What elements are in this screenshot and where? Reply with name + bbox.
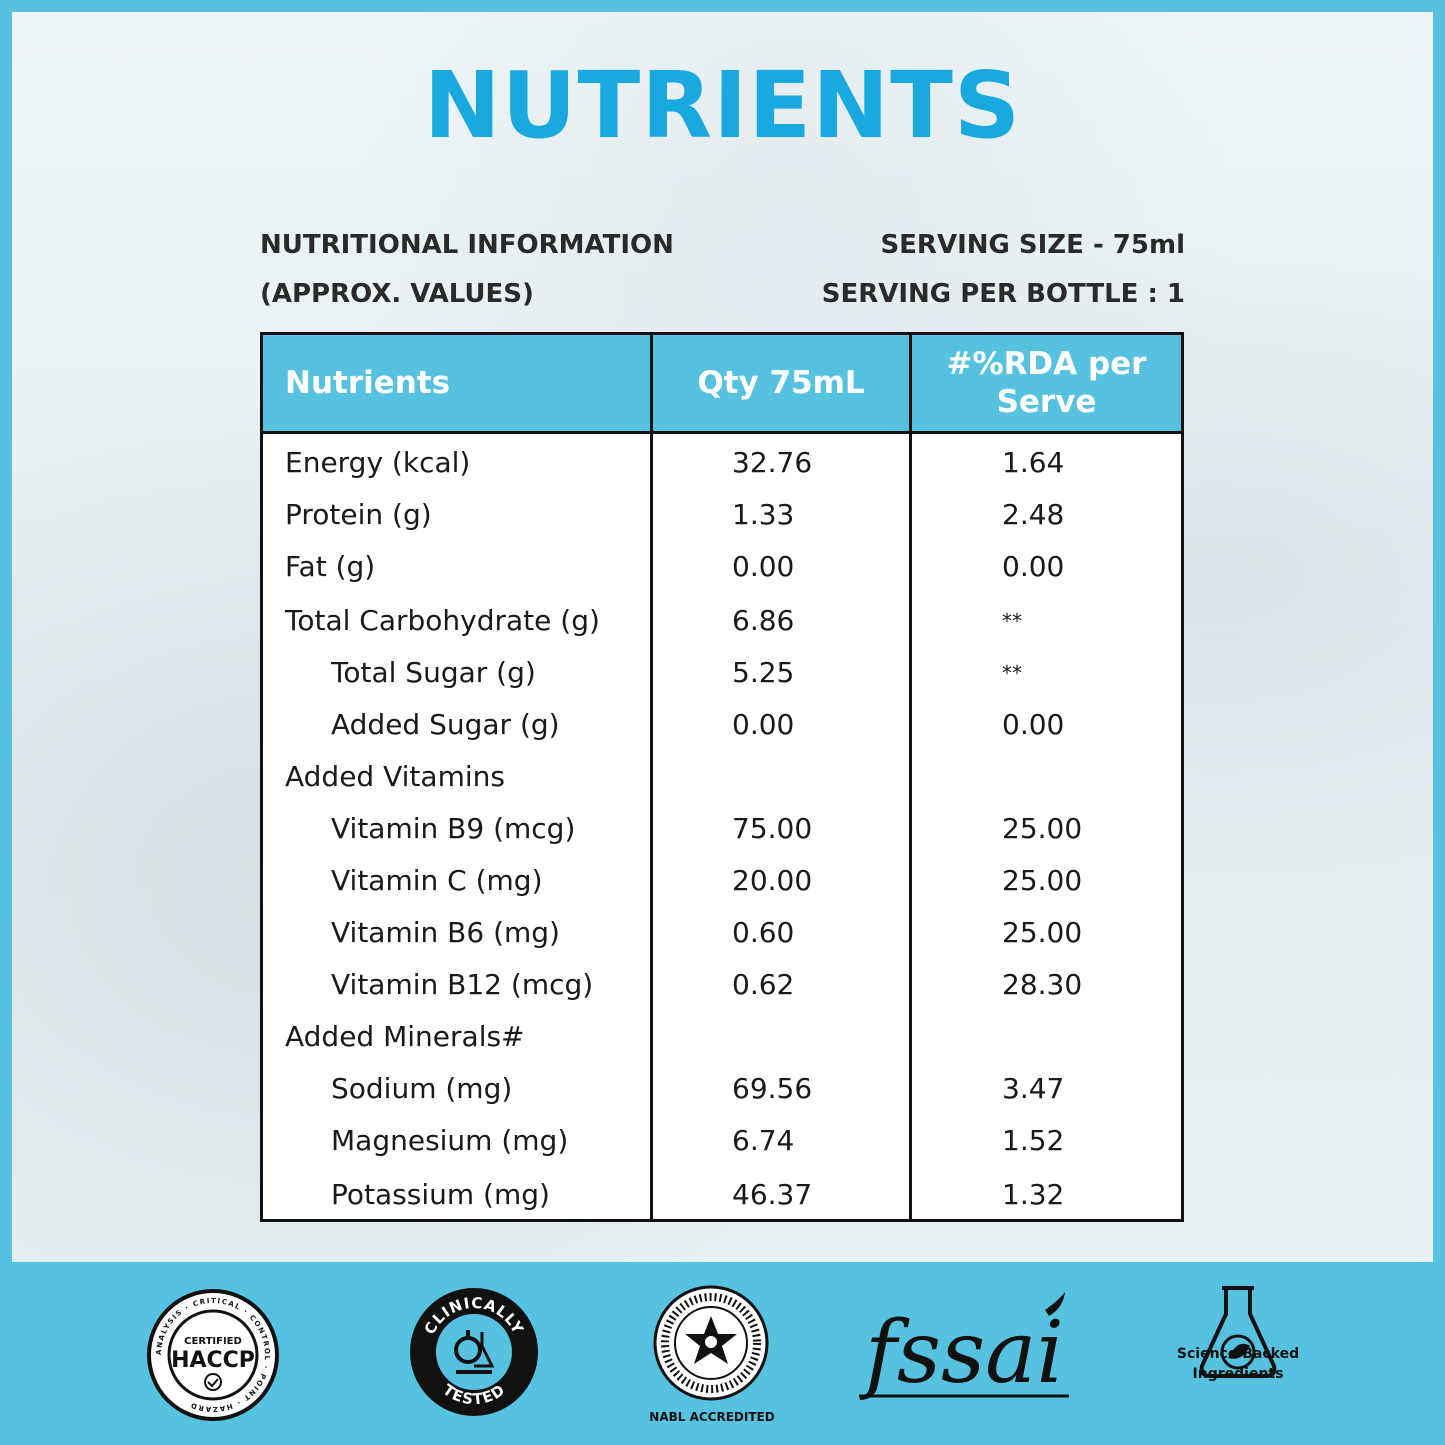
nutrient-qty: 75.00 [732, 812, 813, 845]
nutrient-qty: 6.74 [732, 1124, 795, 1157]
nutrient-rda: 25.00 [1002, 916, 1083, 949]
table-header: Nutrients Qty 75mL #%RDA per Serve [263, 335, 1181, 434]
table-row: Sodium (mg) 69.56 3.47 [263, 1063, 1181, 1115]
table-row: Vitamin B12 (mcg) 0.62 28.30 [263, 959, 1181, 1011]
table-row: Vitamin B9 (mcg) 75.00 25.00 [263, 803, 1181, 855]
approx-values-note: (APPROX. VALUES) [260, 279, 534, 309]
table-row: Fat (g) 0.00 0.00 [263, 541, 1181, 593]
serving-size: SERVING SIZE - 75ml [880, 230, 1185, 260]
page-title: NUTRIENTS [423, 52, 1022, 159]
table-row: Total Carbohydrate (g) 6.86 ** [263, 595, 1181, 647]
nutrient-name: Potassium (mg) [331, 1178, 550, 1211]
nutrient-qty: 0.00 [732, 708, 795, 741]
science-flask-icon [1199, 1286, 1277, 1378]
certification-bar: ANALYSIS · CRITICAL · CONTROL · POINT · … [0, 1262, 1445, 1445]
nutrient-name: Total Carbohydrate (g) [285, 604, 600, 637]
nutrient-qty: 5.25 [732, 656, 795, 689]
nutrient-rda: 3.47 [1002, 1072, 1065, 1105]
header-nutrients: Nutrients [285, 365, 451, 401]
table-row: Added Vitamins [263, 751, 1181, 803]
haccp-certified-text: CERTIFIED [184, 1336, 242, 1347]
nutrient-name: Vitamin B9 (mcg) [331, 812, 576, 845]
nutrient-name: Sodium (mg) [331, 1072, 513, 1105]
table-row: Energy (kcal) 32.76 1.64 [263, 437, 1181, 489]
nutrient-qty: 46.37 [732, 1178, 813, 1211]
nutrient-rda: 1.52 [1002, 1124, 1065, 1157]
nabl-seal-icon [653, 1285, 769, 1401]
nutrient-name: Magnesium (mg) [331, 1124, 569, 1157]
clinically-tested-icon: CLINICALLY TESTED [410, 1288, 538, 1416]
column-divider [909, 335, 912, 1219]
nutrient-rda: 1.64 [1002, 446, 1065, 479]
nutrient-qty: 0.62 [732, 968, 795, 1001]
servings-per-bottle: SERVING PER BOTTLE : 1 [821, 279, 1185, 309]
table-row: Total Sugar (g) 5.25 ** [263, 647, 1181, 699]
nutrient-name: Vitamin B12 (mcg) [331, 968, 594, 1001]
nutrient-name: Added Sugar (g) [331, 708, 560, 741]
table-row: Vitamin C (mg) 20.00 25.00 [263, 855, 1181, 907]
nutrient-name: Energy (kcal) [285, 446, 471, 479]
column-divider [650, 335, 653, 1219]
nutrient-name: Total Sugar (g) [331, 656, 536, 689]
science-backed-label: Science Backed Ingredients [1158, 1344, 1318, 1384]
haccp-seal-icon: ANALYSIS · CRITICAL · CONTROL · POINT · … [147, 1289, 279, 1421]
nutrient-rda: 0.00 [1002, 550, 1065, 583]
nutrient-rda: 28.30 [1002, 968, 1083, 1001]
nutrient-rda: 1.32 [1002, 1178, 1065, 1211]
nutrient-group-heading: Added Minerals# [285, 1020, 525, 1053]
nutrient-qty: 69.56 [732, 1072, 813, 1105]
nutrient-rda: 25.00 [1002, 812, 1083, 845]
nutritional-info-heading: NUTRITIONAL INFORMATION [260, 230, 674, 260]
table-row: Potassium (mg) 46.37 1.32 [263, 1169, 1181, 1221]
nutrient-qty: 20.00 [732, 864, 813, 897]
header-quantity: Qty 75mL [697, 365, 865, 401]
nutrition-table: Nutrients Qty 75mL #%RDA per Serve Energ… [260, 332, 1184, 1222]
nutrient-group-heading: Added Vitamins [285, 760, 505, 793]
nutrient-name: Vitamin C (mg) [331, 864, 543, 897]
nutrient-qty: 1.33 [732, 498, 795, 531]
table-row: Added Sugar (g) 0.00 0.00 [263, 699, 1181, 751]
nutrient-rda: 25.00 [1002, 864, 1083, 897]
header-rda-text: #%RDA per Serve [946, 346, 1147, 420]
nutrient-name: Protein (g) [285, 498, 432, 531]
header-rda: #%RDA per Serve [912, 335, 1181, 431]
nutrient-qty: 6.86 [732, 604, 795, 637]
nabl-label: NABL ACCREDITED [649, 1410, 775, 1424]
science-label-line-1: Science Backed [1176, 1346, 1300, 1362]
nutrient-name: Vitamin B6 (mg) [331, 916, 560, 949]
nutrient-qty: 0.60 [732, 916, 795, 949]
nutrient-rda: ** [1002, 661, 1022, 685]
fssai-text: fssai [859, 1303, 1064, 1403]
nutrient-name: Fat (g) [285, 550, 376, 583]
table-row: Added Minerals# [263, 1011, 1181, 1063]
science-label-line-2: Ingredients [1192, 1366, 1284, 1382]
nutrient-rda: 0.00 [1002, 708, 1065, 741]
table-row: Vitamin B6 (mg) 0.60 25.00 [263, 907, 1181, 959]
nutrient-qty: 32.76 [732, 446, 813, 479]
haccp-main-text: HACCP [171, 1348, 255, 1373]
table-row: Magnesium (mg) 6.74 1.52 [263, 1115, 1181, 1167]
nutrient-rda: ** [1002, 609, 1022, 633]
nutrient-qty: 0.00 [732, 550, 795, 583]
nutrient-rda: 2.48 [1002, 498, 1065, 531]
fssai-logo-icon: fssai [859, 1292, 1069, 1403]
table-row: Protein (g) 1.33 2.48 [263, 489, 1181, 541]
